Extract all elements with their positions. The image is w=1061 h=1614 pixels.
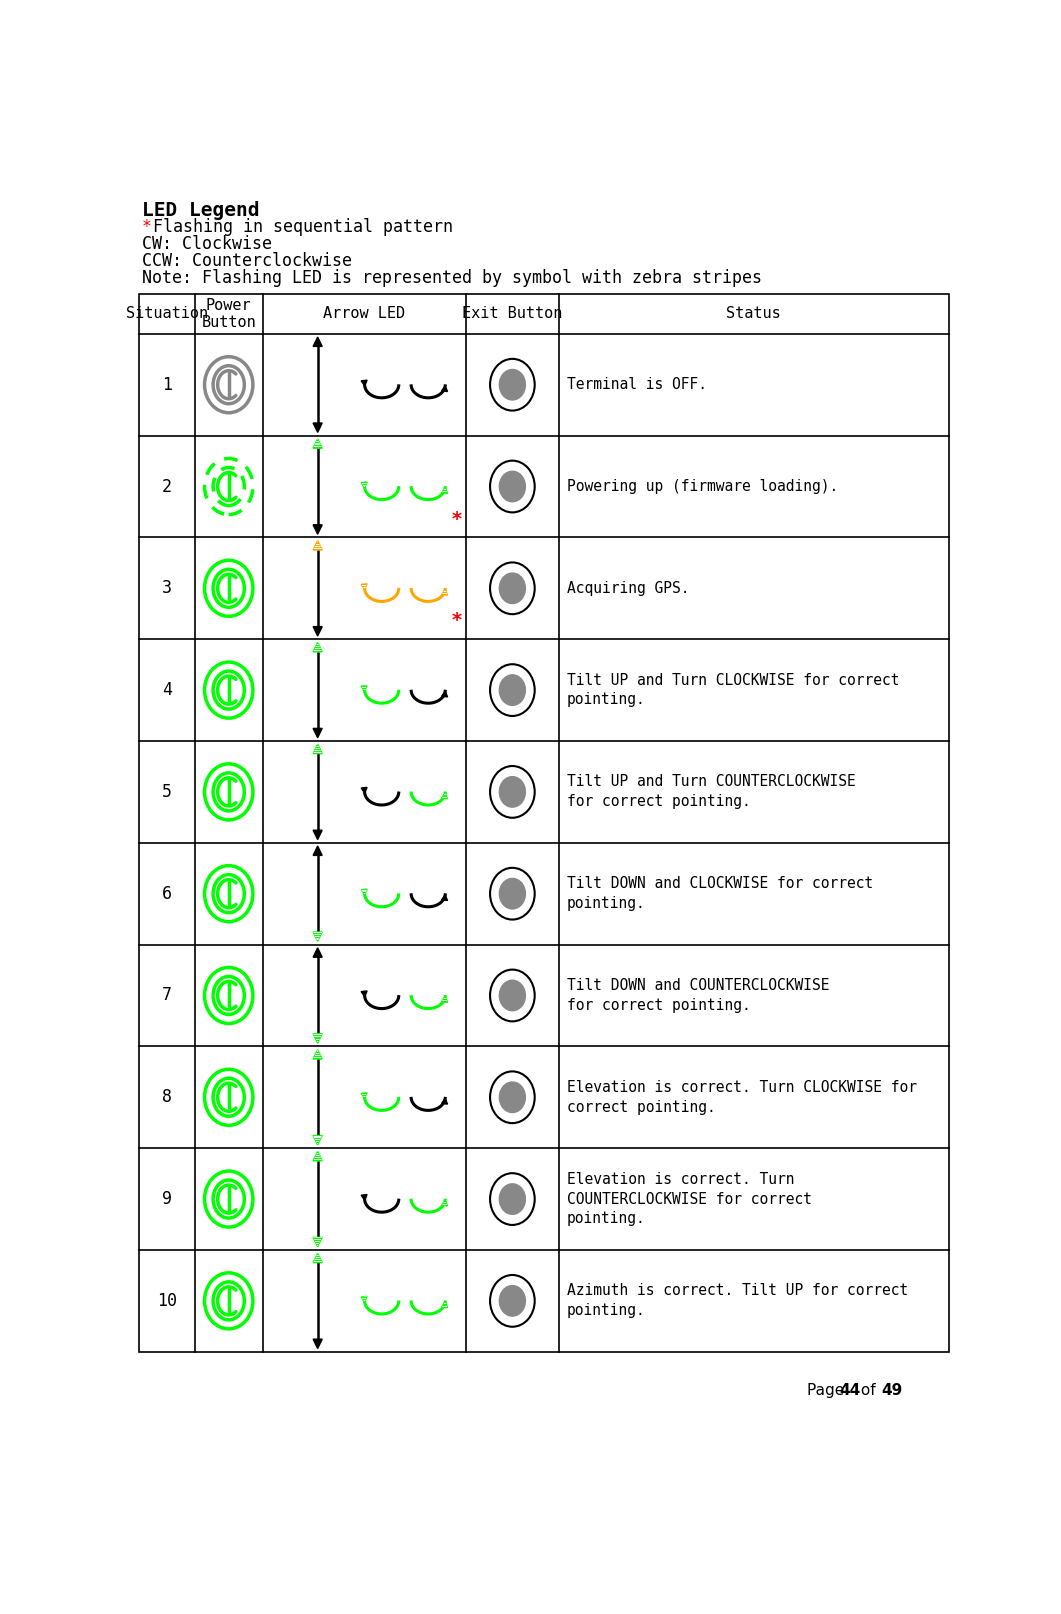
Text: CW: Clockwise: CW: Clockwise bbox=[142, 236, 272, 253]
Text: Exit Button: Exit Button bbox=[463, 307, 562, 321]
Ellipse shape bbox=[500, 1286, 525, 1315]
Text: Acquiring GPS.: Acquiring GPS. bbox=[567, 581, 690, 596]
Polygon shape bbox=[361, 1093, 367, 1099]
Text: 8: 8 bbox=[161, 1088, 172, 1106]
Text: 5: 5 bbox=[161, 783, 172, 801]
Bar bbox=[139, 294, 949, 1353]
Polygon shape bbox=[361, 889, 367, 894]
Polygon shape bbox=[313, 830, 323, 839]
Polygon shape bbox=[313, 439, 323, 449]
Polygon shape bbox=[313, 931, 323, 941]
Polygon shape bbox=[361, 1194, 367, 1201]
Ellipse shape bbox=[500, 471, 525, 502]
Text: 9: 9 bbox=[161, 1190, 172, 1207]
Polygon shape bbox=[313, 626, 323, 636]
Text: Situation: Situation bbox=[125, 307, 208, 321]
Polygon shape bbox=[441, 894, 448, 901]
Text: *: * bbox=[142, 218, 162, 236]
Text: *: * bbox=[452, 612, 462, 631]
Text: 44: 44 bbox=[839, 1383, 860, 1398]
Text: Tilt UP and Turn CLOCKWISE for correct
pointing.: Tilt UP and Turn CLOCKWISE for correct p… bbox=[567, 673, 899, 707]
Polygon shape bbox=[313, 744, 323, 754]
Text: of: of bbox=[856, 1383, 881, 1398]
Text: Powering up (firmware loading).: Powering up (firmware loading). bbox=[567, 479, 838, 494]
Polygon shape bbox=[313, 423, 323, 433]
Text: CCW: Counterclockwise: CCW: Counterclockwise bbox=[142, 252, 352, 270]
Text: Arrow LED: Arrow LED bbox=[324, 307, 405, 321]
Polygon shape bbox=[441, 1201, 448, 1206]
Text: 4: 4 bbox=[161, 681, 172, 699]
Text: Elevation is correct. Turn
COUNTERCLOCKWISE for correct
pointing.: Elevation is correct. Turn COUNTERCLOCKW… bbox=[567, 1172, 812, 1227]
Ellipse shape bbox=[500, 573, 525, 604]
Polygon shape bbox=[313, 728, 323, 738]
Polygon shape bbox=[441, 589, 448, 596]
Polygon shape bbox=[313, 1151, 323, 1160]
Ellipse shape bbox=[500, 1183, 525, 1214]
Polygon shape bbox=[361, 381, 367, 386]
Polygon shape bbox=[361, 483, 367, 487]
Polygon shape bbox=[361, 991, 367, 996]
Text: Tilt DOWN and COUNTERCLOCKWISE
for correct pointing.: Tilt DOWN and COUNTERCLOCKWISE for corre… bbox=[567, 978, 829, 1014]
Text: *: * bbox=[452, 510, 462, 529]
Ellipse shape bbox=[500, 1081, 525, 1112]
Text: Tilt DOWN and CLOCKWISE for correct
pointing.: Tilt DOWN and CLOCKWISE for correct poin… bbox=[567, 876, 873, 910]
Text: 7: 7 bbox=[161, 986, 172, 1004]
Polygon shape bbox=[313, 947, 323, 957]
Polygon shape bbox=[441, 691, 448, 697]
Polygon shape bbox=[313, 846, 323, 855]
Text: Page: Page bbox=[806, 1383, 849, 1398]
Text: Note: Flashing LED is represented by symbol with zebra stripes: Note: Flashing LED is represented by sym… bbox=[142, 270, 762, 287]
Polygon shape bbox=[313, 1035, 323, 1043]
Polygon shape bbox=[313, 1049, 323, 1059]
Ellipse shape bbox=[500, 370, 525, 400]
Polygon shape bbox=[441, 792, 448, 799]
Polygon shape bbox=[313, 525, 323, 534]
Polygon shape bbox=[313, 1252, 323, 1262]
Text: Terminal is OFF.: Terminal is OFF. bbox=[567, 378, 707, 392]
Text: 1: 1 bbox=[161, 376, 172, 394]
Polygon shape bbox=[441, 996, 448, 1002]
Text: 10: 10 bbox=[157, 1291, 177, 1311]
Polygon shape bbox=[361, 686, 367, 691]
Text: Status: Status bbox=[727, 307, 781, 321]
Text: LED Legend: LED Legend bbox=[142, 202, 260, 221]
Text: Azimuth is correct. Tilt UP for correct
pointing.: Azimuth is correct. Tilt UP for correct … bbox=[567, 1283, 908, 1319]
Text: Power
Button: Power Button bbox=[202, 297, 256, 329]
Ellipse shape bbox=[500, 776, 525, 807]
Text: Flashing in sequential pattern: Flashing in sequential pattern bbox=[153, 218, 453, 236]
Polygon shape bbox=[313, 1238, 323, 1246]
Polygon shape bbox=[441, 386, 448, 392]
Polygon shape bbox=[441, 1302, 448, 1307]
Polygon shape bbox=[313, 1136, 323, 1144]
Ellipse shape bbox=[500, 980, 525, 1010]
Polygon shape bbox=[441, 1099, 448, 1104]
Polygon shape bbox=[361, 788, 367, 792]
Polygon shape bbox=[313, 1340, 323, 1349]
Polygon shape bbox=[313, 337, 323, 347]
Text: 2: 2 bbox=[161, 478, 172, 495]
Text: Tilt UP and Turn COUNTERCLOCKWISE
for correct pointing.: Tilt UP and Turn COUNTERCLOCKWISE for co… bbox=[567, 775, 855, 809]
Text: Elevation is correct. Turn CLOCKWISE for
correct pointing.: Elevation is correct. Turn CLOCKWISE for… bbox=[567, 1080, 917, 1115]
Polygon shape bbox=[313, 642, 323, 652]
Text: 6: 6 bbox=[161, 884, 172, 902]
Text: 49: 49 bbox=[882, 1383, 903, 1398]
Polygon shape bbox=[361, 584, 367, 589]
Polygon shape bbox=[361, 1296, 367, 1302]
Text: 3: 3 bbox=[161, 579, 172, 597]
Polygon shape bbox=[441, 487, 448, 494]
Ellipse shape bbox=[500, 878, 525, 909]
Ellipse shape bbox=[500, 675, 525, 705]
Polygon shape bbox=[313, 541, 323, 550]
